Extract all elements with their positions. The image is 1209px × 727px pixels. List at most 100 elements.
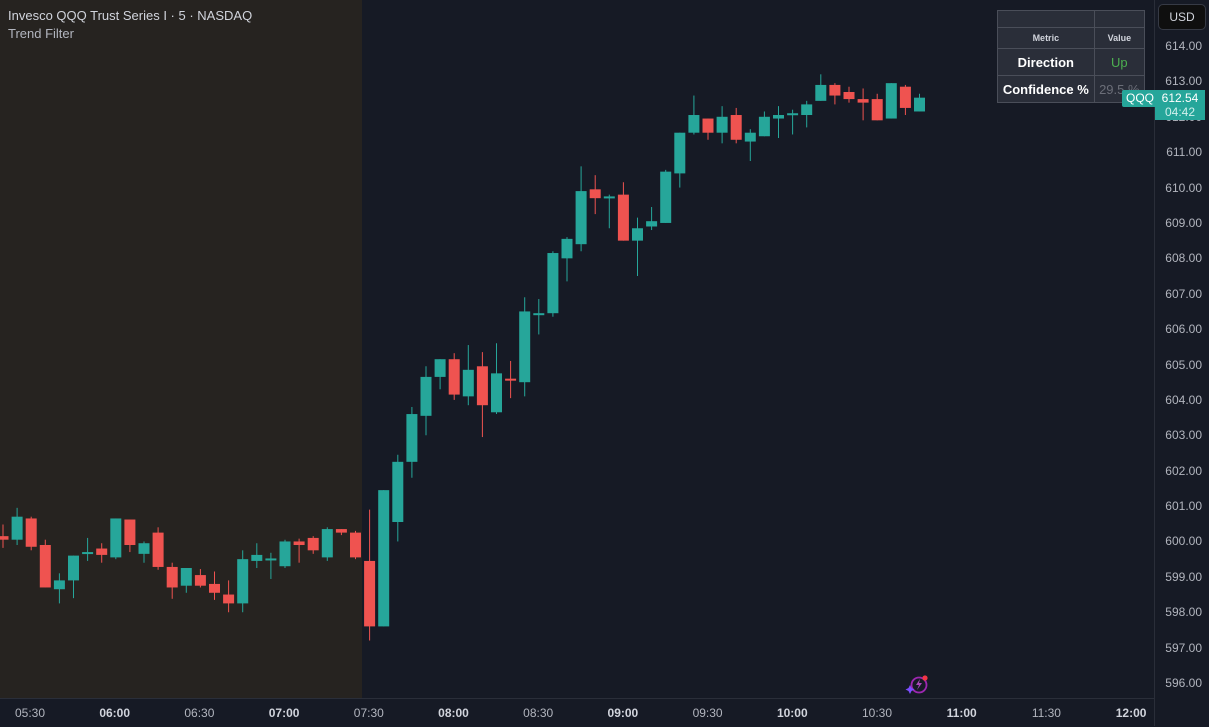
candle <box>39 544 51 588</box>
indicator-name[interactable]: Trend Filter <box>8 26 74 41</box>
price-tick: 600.00 <box>1165 534 1202 549</box>
candle <box>110 518 122 558</box>
candle <box>674 132 686 174</box>
candle <box>68 555 79 581</box>
price-tick: 598.00 <box>1165 605 1202 620</box>
candle <box>773 115 784 119</box>
value-header: Value <box>1093 27 1146 49</box>
ai-lightning-icon[interactable] <box>905 674 931 696</box>
candle <box>843 92 855 100</box>
candle <box>420 376 432 416</box>
candle <box>180 568 192 586</box>
price-tick: 608.00 <box>1165 251 1202 266</box>
candle <box>223 594 235 604</box>
symbol-title[interactable]: Invesco QQQ Trust Series I · 5 · NASDAQ <box>8 8 253 23</box>
price-tick: 605.00 <box>1165 357 1202 372</box>
candle <box>899 86 911 108</box>
time-tick: 06:30 <box>184 706 215 720</box>
candle <box>575 191 587 245</box>
candle <box>448 359 460 395</box>
currency-button[interactable]: USD <box>1158 4 1206 30</box>
last-price: 612.54 <box>1161 91 1199 105</box>
price-tick: 602.00 <box>1165 463 1202 478</box>
time-tick: 06:00 <box>99 706 131 720</box>
candle <box>801 104 813 116</box>
candle <box>519 311 531 383</box>
price-tick: 601.00 <box>1165 499 1202 514</box>
price-tick: 604.00 <box>1165 392 1202 407</box>
price-tick: 603.00 <box>1165 428 1202 443</box>
price-tick: 607.00 <box>1165 286 1202 301</box>
candle <box>603 196 615 199</box>
candle <box>96 548 108 555</box>
candle <box>744 132 756 142</box>
time-tick: 10:30 <box>861 706 893 720</box>
candle <box>871 99 883 121</box>
candle <box>857 99 869 103</box>
candle <box>350 532 361 558</box>
candle <box>0 536 9 540</box>
price-tick: 609.00 <box>1165 215 1202 230</box>
candlestick-series <box>0 74 925 641</box>
candle <box>533 313 545 316</box>
candle <box>730 115 742 140</box>
price-tick: 597.00 <box>1165 640 1202 655</box>
price-axis[interactable]: 614.00613.00612.00611.00610.00609.00608.… <box>1154 0 1209 726</box>
confidence-label: Confidence % <box>997 75 1095 103</box>
price-tick: 613.00 <box>1165 74 1202 89</box>
time-tick: 11:00 <box>946 706 977 720</box>
candle <box>491 373 502 413</box>
time-tick: 07:00 <box>268 706 300 720</box>
candle <box>829 84 841 96</box>
candle <box>152 532 164 567</box>
candle <box>237 559 249 604</box>
candle <box>885 83 897 119</box>
candle <box>293 541 305 545</box>
candle <box>646 221 658 227</box>
candle <box>702 118 714 133</box>
time-tick: 08:30 <box>523 706 554 720</box>
candle <box>716 116 728 133</box>
time-tick: 10:00 <box>776 706 808 720</box>
candle <box>321 529 333 558</box>
candle <box>53 580 65 590</box>
candle <box>787 113 799 116</box>
candle <box>476 366 488 406</box>
time-tick: 11:30 <box>1031 706 1061 720</box>
candle <box>547 253 559 314</box>
time-tick: 09:30 <box>692 706 723 720</box>
candle <box>364 560 376 627</box>
time-tick: 05:30 <box>14 706 46 720</box>
candle <box>124 519 136 545</box>
candle <box>166 566 178 588</box>
candle <box>25 518 37 547</box>
price-tick: 610.00 <box>1165 180 1202 195</box>
candle <box>307 537 319 551</box>
candle <box>758 116 770 137</box>
last-price-tag: 612.54 04:42 <box>1155 90 1205 120</box>
price-tick: 596.00 <box>1165 676 1202 691</box>
candle <box>378 490 390 627</box>
direction-label: Direction <box>997 48 1095 76</box>
candle <box>632 228 643 241</box>
candle <box>194 575 206 586</box>
time-axis[interactable]: 05:30 06:00 06:30 07:00 07:30 08:00 08:30 09:00… <box>0 698 1154 727</box>
candle <box>392 461 404 522</box>
candle <box>335 529 347 533</box>
candle <box>265 558 277 561</box>
candle <box>688 115 700 133</box>
price-tick: 606.00 <box>1165 322 1202 337</box>
candle <box>561 238 573 259</box>
candle <box>138 543 150 554</box>
chart-pane[interactable] <box>0 0 1154 698</box>
time-tick: 08:00 <box>438 706 469 720</box>
candle <box>660 171 672 223</box>
candle <box>82 552 94 555</box>
direction-value: Up <box>1093 48 1146 76</box>
candle <box>279 541 291 567</box>
price-tick: 611.00 <box>1166 145 1202 160</box>
bar-countdown: 04:42 <box>1164 105 1196 119</box>
candle <box>11 516 23 540</box>
candle <box>505 378 517 381</box>
time-tick: 07:30 <box>353 706 384 720</box>
